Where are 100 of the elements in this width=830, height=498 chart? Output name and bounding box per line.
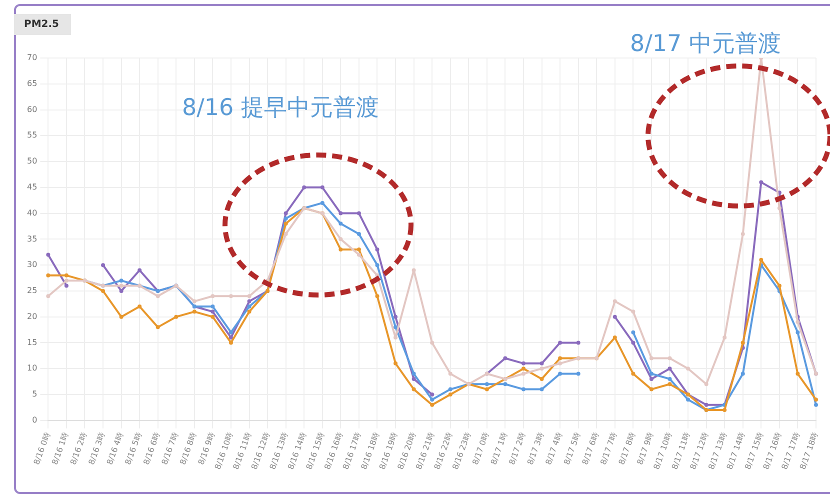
- y-tick-label: 20: [26, 312, 38, 321]
- point: [649, 387, 654, 392]
- x-tick-label: 8/17 18時: [798, 431, 820, 471]
- point: [228, 336, 233, 340]
- point: [284, 211, 288, 216]
- point: [796, 320, 800, 324]
- point: [338, 211, 343, 216]
- point: [375, 294, 380, 298]
- point: [704, 402, 708, 407]
- point: [631, 372, 636, 376]
- x-tick-label: 8/16 5時: [123, 431, 144, 466]
- point: [119, 278, 124, 283]
- x-tick-label: 8/17 8時: [617, 431, 638, 466]
- point: [375, 248, 380, 252]
- point: [631, 310, 636, 314]
- point: [156, 325, 160, 330]
- x-tick-label: 8/17 7時: [598, 431, 619, 466]
- point: [284, 216, 288, 220]
- text: 8/17 中元普渡: [630, 30, 781, 59]
- x-tick-label: 8/17 1時: [489, 431, 510, 466]
- point: [484, 387, 489, 392]
- point: [192, 299, 196, 304]
- point: [558, 340, 562, 345]
- x-tick-label: 8/16 7時: [160, 431, 180, 466]
- point: [284, 222, 288, 226]
- point: [777, 284, 782, 288]
- point: [356, 211, 361, 216]
- point: [740, 340, 745, 345]
- point: [704, 382, 708, 386]
- point: [394, 361, 398, 366]
- point: [228, 294, 233, 298]
- y-tick-label: 40: [26, 208, 38, 218]
- point: [430, 340, 434, 345]
- point: [156, 294, 160, 298]
- point: [540, 376, 544, 381]
- point: [375, 263, 380, 268]
- x-tick-label: 8/17 4時: [544, 431, 564, 466]
- point: [448, 387, 452, 392]
- point: [284, 232, 288, 236]
- x-tick-label: 8/16 8時: [178, 431, 198, 466]
- point: [210, 294, 215, 298]
- x-tick-label: 8/17 3時: [526, 431, 546, 466]
- point: [796, 330, 800, 334]
- x-tick-label: 8/17 9時: [635, 431, 656, 466]
- y-tick-label: 60: [26, 104, 38, 114]
- point: [649, 372, 654, 376]
- y-tick-label: 30: [26, 260, 38, 270]
- point: [686, 398, 690, 402]
- point: [228, 330, 233, 334]
- point: [64, 278, 68, 283]
- point: [247, 310, 252, 314]
- point: [759, 180, 764, 184]
- point: [503, 356, 508, 360]
- point: [558, 356, 562, 360]
- x-tick-label: 8/17 0時: [470, 431, 491, 466]
- point: [338, 237, 343, 242]
- point: [740, 372, 745, 376]
- point: [521, 387, 526, 392]
- point: [612, 314, 617, 319]
- x-tick-label: 8/16 9時: [196, 431, 217, 466]
- point: [394, 314, 398, 319]
- point: [101, 288, 106, 293]
- point: [356, 252, 361, 257]
- point: [174, 314, 178, 319]
- y-tick-label: 70: [26, 53, 38, 62]
- x-tick-label: 8/16 4時: [105, 431, 126, 466]
- point: [740, 232, 745, 236]
- point: [814, 398, 818, 402]
- y-tick-label: 0: [32, 415, 38, 424]
- point: [412, 268, 416, 272]
- point: [649, 376, 654, 381]
- point: [448, 392, 452, 396]
- y-tick-label: 10: [26, 364, 38, 373]
- point: [320, 185, 324, 190]
- point: [412, 376, 416, 381]
- point: [119, 314, 124, 319]
- point: [777, 206, 782, 210]
- y-tick-label: 35: [26, 234, 38, 244]
- point: [540, 387, 544, 392]
- point: [138, 304, 142, 308]
- x-tick-label: 8/17 5時: [562, 431, 582, 466]
- point: [668, 356, 672, 360]
- point: [430, 392, 434, 396]
- point: [138, 268, 142, 272]
- point: [247, 299, 252, 304]
- point: [247, 304, 252, 308]
- point: [558, 361, 562, 366]
- point: [119, 288, 124, 293]
- point: [576, 340, 580, 345]
- y-tick-label: 50: [26, 156, 38, 166]
- point: [302, 185, 306, 190]
- point: [430, 402, 434, 407]
- y-tick-label: 25: [26, 286, 38, 296]
- point: [338, 248, 343, 252]
- point: [759, 258, 764, 262]
- x-tick-label: 8/16 6時: [142, 431, 162, 466]
- x-tick-label: 8/16 0時: [32, 431, 52, 466]
- point: [356, 232, 361, 236]
- y-tick-label: 45: [26, 182, 38, 192]
- point: [412, 387, 416, 392]
